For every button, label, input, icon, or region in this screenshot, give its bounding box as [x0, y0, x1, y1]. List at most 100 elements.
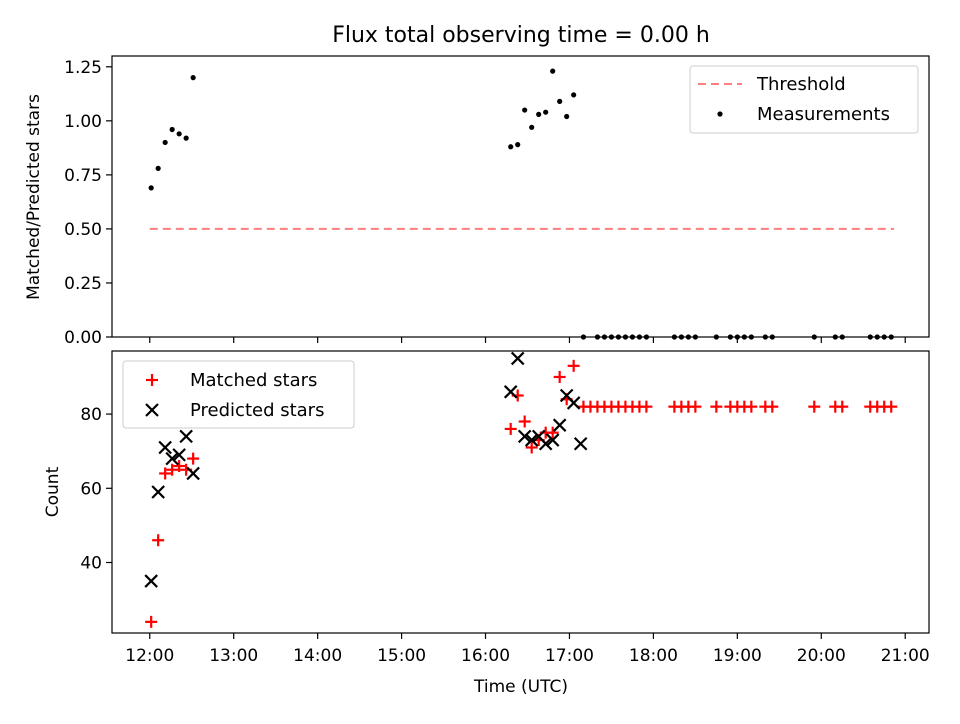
measurement-point [636, 334, 643, 340]
top-x-axis [149, 337, 906, 343]
x-tick-label: 20:00 [797, 646, 846, 666]
measurement-point [671, 334, 677, 340]
measurement-point [741, 334, 747, 340]
x-tick-label: 15:00 [377, 646, 426, 666]
legend-measurements-swatch [717, 111, 723, 117]
measurement-point [685, 334, 691, 340]
measurement-point [536, 111, 542, 117]
top-panel: 0.00 0.25 0.50 0.75 1.00 1.25 Matched/Predict… [24, 55, 930, 348]
measurement-point [550, 68, 556, 74]
predicted-stars-point [545, 433, 560, 447]
measurement-point [643, 334, 650, 340]
matched-stars-point [152, 534, 165, 547]
top-plot-frame [111, 55, 930, 338]
measurement-point [564, 113, 570, 120]
matched-stars-point [836, 400, 849, 413]
x-tick-label: 17:00 [545, 646, 594, 666]
top-y-axis-label: Matched/Predicted stars [24, 94, 44, 300]
measurement-point [769, 334, 775, 340]
measurement-point [183, 135, 189, 141]
y-tick-label: 80 [80, 405, 102, 425]
predicted-stars-point [524, 433, 539, 447]
legend-threshold-label: Threshold [756, 74, 846, 95]
matched-stars-point [159, 467, 172, 480]
legend-matched-label: Matched stars [190, 370, 317, 391]
predicted-stars-point [503, 385, 518, 399]
measurement-point [148, 185, 154, 191]
y-tick-label: 0.00 [64, 328, 102, 348]
matched-stars-point [546, 426, 559, 439]
y-tick-label: 60 [80, 479, 102, 499]
bottom-marks [144, 351, 898, 628]
x-tick-label: 16:00 [461, 646, 510, 666]
bottom-legend-box [122, 360, 355, 429]
bottom-legend: Matched stars Predicted stars [122, 360, 355, 429]
matched-stars-point [166, 463, 179, 476]
legend-predicted-swatch [145, 403, 159, 417]
predicted-stars-point [172, 448, 186, 462]
x-tick-label: 14:00 [293, 646, 342, 666]
measurement-point [622, 334, 629, 340]
matched-stars-point [808, 400, 821, 413]
measurement-point [601, 334, 608, 340]
y-tick-label: 1.00 [64, 112, 102, 132]
measurement-point [874, 334, 880, 340]
measurement-point [881, 334, 887, 340]
measurement-point [692, 334, 698, 340]
x-tick-label: 18:00 [629, 646, 678, 666]
measurement-point [580, 334, 587, 340]
bottom-panel: 40 60 80 12:00 13:00 14:00 15:00 16:00 17:00 18:… [43, 350, 930, 697]
bottom-x-axis: 12:00 13:00 14:00 15:00 16:00 17:00 18:00 19:00… [125, 633, 930, 666]
y-tick-label: 1.25 [64, 58, 102, 78]
predicted-stars-point [566, 396, 581, 410]
measurement-point [594, 334, 601, 340]
x-tick-label: 19:00 [713, 646, 762, 666]
bottom-y-axis: 40 60 80 [80, 405, 112, 574]
predicted-stars-point [144, 574, 158, 588]
measurement-point [615, 334, 622, 340]
measurement-point [839, 334, 845, 340]
y-tick-label: 0.25 [64, 274, 102, 294]
measurement-point [888, 334, 894, 340]
measurement-point [508, 144, 514, 150]
measurement-point [155, 165, 161, 171]
measurement-point [169, 126, 175, 133]
measurement-point [629, 334, 636, 340]
y-tick-label: 0.75 [64, 166, 102, 186]
measurement-point [176, 131, 182, 137]
measurement-point [713, 334, 719, 340]
bottom-y-axis-label: Count [43, 466, 63, 517]
measurement-point [727, 334, 733, 340]
measurement-point [529, 124, 535, 130]
measurement-point [557, 98, 563, 104]
matched-stars-point [187, 452, 200, 465]
matched-stars-point [145, 615, 158, 628]
measurement-point [190, 75, 196, 81]
matched-stars-point [173, 460, 186, 473]
legend-matched-swatch [146, 374, 158, 386]
matched-stars-point [525, 441, 538, 454]
predicted-stars-point [510, 351, 525, 366]
matched-stars-point [689, 400, 702, 413]
predicted-stars-point [158, 440, 172, 455]
measurement-point [762, 334, 768, 340]
matched-stars-point [745, 400, 758, 413]
matched-stars-point [885, 400, 898, 413]
predicted-stars-point [186, 466, 200, 481]
y-tick-label: 0.50 [64, 220, 102, 240]
top-marks [148, 68, 895, 340]
measurement-point [832, 334, 838, 340]
predicted-stars-point [538, 436, 553, 451]
predicted-stars-point [179, 429, 193, 444]
predicted-stars-point [573, 436, 588, 451]
x-tick-label: 12:00 [125, 646, 174, 666]
predicted-stars-point [552, 418, 567, 432]
bottom-x-axis-label: Time (UTC) [473, 677, 568, 697]
measurement-point [515, 142, 521, 148]
measurement-point [571, 92, 577, 98]
measurement-point [734, 334, 740, 340]
top-legend: Threshold Measurements [689, 65, 919, 134]
matched-stars-point [553, 370, 566, 383]
